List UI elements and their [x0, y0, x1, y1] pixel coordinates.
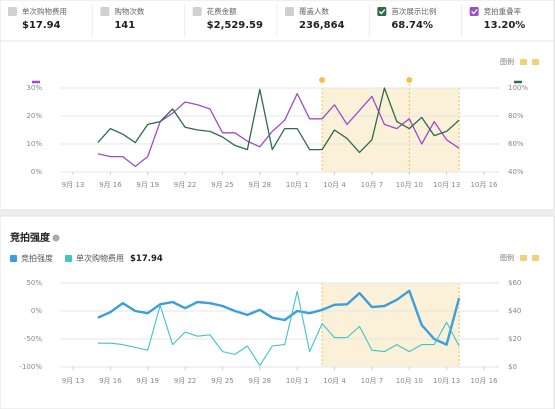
x-tick-label: 10月 4: [323, 377, 346, 385]
series-line: [97, 92, 460, 168]
metric-value: $2,529.59: [207, 20, 263, 31]
checkbox[interactable]: [8, 7, 17, 16]
x-tick-label: 10月 7: [361, 181, 384, 189]
x-tick-label: 9月 13: [62, 181, 85, 189]
y2-tick-label: 80%: [508, 112, 524, 120]
checkbox[interactable]: [285, 7, 294, 16]
x-tick-label: 9月 25: [211, 181, 234, 189]
x-tick-label: 10月 13: [433, 377, 460, 385]
checkbox[interactable]: [377, 7, 387, 16]
x-tick-label: 10月 7: [361, 377, 384, 385]
x-tick-label: 9月 16: [99, 377, 122, 385]
metric-value: $17.94: [22, 20, 61, 31]
event-icon[interactable]: [406, 77, 413, 83]
y2-tick-label: $0: [508, 363, 517, 371]
metric-label: 首次展示比例: [391, 6, 436, 16]
y-tick-label: 0%: [31, 168, 42, 176]
legend-icon[interactable]: [532, 255, 539, 261]
legend-button[interactable]: 图例: [500, 57, 514, 66]
x-tick-label: 10月 1: [286, 377, 309, 385]
info-icon[interactable]: [52, 234, 60, 242]
metric-label: 覆盖人数: [299, 6, 329, 16]
x-tick-label: 10月 4: [323, 181, 346, 189]
checkbox[interactable]: [100, 7, 110, 16]
series-line: [97, 290, 460, 367]
metric-value: 236,864: [299, 20, 345, 31]
bottom-panel: [0, 215, 555, 409]
x-tick-label: 10月 1: [286, 181, 309, 189]
y2-tick-label: $60: [508, 279, 521, 287]
x-tick-label: 9月 16: [99, 181, 122, 189]
legend-button[interactable]: 图例: [500, 253, 514, 262]
y2-tick-label: 40%: [508, 168, 524, 176]
legend-label[interactable]: 竞拍强度: [21, 253, 53, 263]
y-tick-label: -50%: [24, 335, 42, 343]
metric-value: 13.20%: [484, 20, 526, 31]
legend-icon[interactable]: [532, 59, 539, 65]
chart-title: 竞拍强度: [9, 231, 51, 244]
highlight-region: [322, 88, 460, 172]
highlight-region: [322, 283, 460, 367]
x-tick-label: 10月 16: [470, 181, 498, 189]
x-tick-label: 10月 13: [433, 181, 460, 189]
y-tick-label: 50%: [26, 279, 42, 287]
x-tick-label: 9月 25: [211, 377, 234, 385]
event-icon[interactable]: [319, 77, 326, 83]
metric-value: 141: [114, 20, 135, 31]
y-tick-label: 30%: [26, 84, 42, 92]
x-tick-label: 10月 10: [396, 377, 423, 385]
y-tick-label: 20%: [26, 112, 42, 120]
legend-label[interactable]: 单次购物费用: [76, 253, 124, 263]
x-tick-label: 9月 22: [174, 181, 197, 189]
metric-label: 单次购物费用: [22, 6, 67, 16]
series-line: [97, 289, 461, 346]
metric-label: 竞拍重叠率: [484, 6, 522, 16]
legend-icon[interactable]: [520, 59, 527, 65]
checkmark: [471, 9, 478, 15]
y-tick-label: 0%: [31, 307, 42, 315]
x-tick-label: 10月 16: [470, 377, 498, 385]
y2-tick-label: $40: [508, 307, 521, 315]
legend-value: $17.94: [130, 254, 163, 264]
legend-icon[interactable]: [520, 255, 527, 261]
y2-tick-label: 60%: [508, 140, 524, 148]
metric-label: 花费金额: [207, 6, 237, 16]
x-tick-label: 9月 28: [249, 181, 272, 189]
checkbox[interactable]: [192, 7, 202, 16]
x-tick-label: 9月 28: [249, 377, 272, 385]
metric-label: 购物次数: [114, 6, 144, 16]
metric-value: 68.74%: [391, 20, 433, 31]
x-tick-label: 9月 22: [174, 377, 197, 385]
y2-tick-label: 100%: [508, 84, 528, 92]
x-tick-label: 10月 10: [396, 181, 423, 189]
y-tick-label: 10%: [26, 140, 42, 148]
legend-swatch[interactable]: [10, 255, 17, 262]
checkbox[interactable]: [469, 7, 479, 16]
checkmark: [378, 9, 386, 15]
x-tick-label: 9月 19: [136, 377, 159, 385]
x-tick-label: 9月 19: [136, 181, 159, 189]
y2-tick-label: $20: [508, 335, 521, 343]
legend-swatch[interactable]: [65, 255, 72, 262]
x-tick-label: 9月 13: [62, 377, 85, 385]
y-tick-label: -100%: [19, 363, 42, 371]
series-line: [97, 87, 460, 154]
